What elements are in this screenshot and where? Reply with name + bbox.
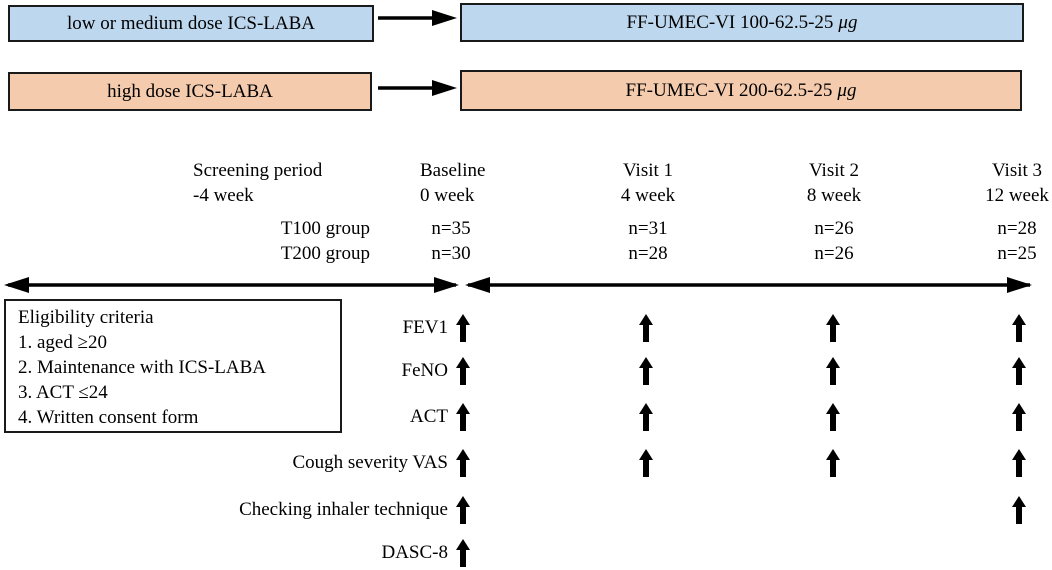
dose-unit-label: μg: [837, 79, 857, 101]
enrollment-count: n=30: [431, 243, 471, 264]
treatment-label: FF-UMEC-VI 100-62.5-25: [626, 11, 834, 33]
enrollment-count: n=31: [628, 218, 668, 239]
treatment-period-arrow: [465, 277, 1032, 293]
treatment-box-ff-umec-vi-200: FF-UMEC-VI 200-62.5-25 μg: [460, 70, 1022, 111]
up-arrow-icon: [825, 403, 841, 431]
timeline-column-visit-3: Visit 3 12 week: [957, 158, 1052, 208]
enrollment-count: n=26: [814, 218, 854, 239]
dose-unit-label: μg: [838, 11, 858, 33]
timeline-column-baseline: Baseline 0 week: [420, 158, 485, 208]
column-week: 0 week: [420, 185, 475, 206]
eligibility-item: 3. ACT ≤24: [18, 382, 108, 403]
up-arrow-icon: [1011, 403, 1027, 431]
assessment-label: Checking inhaler technique: [239, 499, 448, 520]
enrollment-count: n=35: [431, 218, 471, 239]
up-arrow-icon: [825, 357, 841, 385]
timeline-column-screening: Screening period -4 week: [193, 158, 322, 208]
enrollment-count: n=28: [997, 218, 1037, 239]
assessment-label: DASC-8: [381, 542, 448, 563]
treatment-label: FF-UMEC-VI 200-62.5-25: [625, 79, 833, 101]
assessment-row: ACT: [0, 402, 1052, 432]
assessment-label: FEV1: [402, 317, 448, 338]
up-arrow-icon: [1011, 357, 1027, 385]
up-arrow-icon: [455, 357, 471, 385]
up-arrow-icon: [455, 314, 471, 342]
timeline-column-visit-2: Visit 2 8 week: [774, 158, 894, 208]
up-arrow-icon: [455, 496, 471, 524]
assessment-label: ACT: [410, 406, 448, 427]
pre-treatment-box-low-medium-ics-laba: low or medium dose ICS-LABA: [8, 5, 374, 42]
screening-period-arrow: [4, 277, 459, 293]
column-title: Screening period: [193, 160, 323, 181]
up-arrow-icon: [825, 314, 841, 342]
up-arrow-icon: [825, 449, 841, 477]
up-arrow-icon: [638, 314, 654, 342]
pre-treatment-label: low or medium dose ICS-LABA: [66, 12, 316, 34]
eligibility-item: 2. Maintenance with ICS-LABA: [18, 357, 267, 378]
assessment-row: FEV1: [0, 313, 1052, 343]
pre-treatment-label: high dose ICS-LABA: [107, 80, 273, 102]
up-arrow-icon: [638, 403, 654, 431]
up-arrow-icon: [455, 539, 471, 567]
column-week: 4 week: [620, 185, 676, 206]
treatment-box-ff-umec-vi-100: FF-UMEC-VI 100-62.5-25 μg: [460, 3, 1024, 42]
flow-arrow-high: [378, 80, 457, 96]
up-arrow-icon: [455, 403, 471, 431]
up-arrow-icon: [1011, 496, 1027, 524]
column-title: Visit 3: [991, 160, 1043, 181]
assessment-row: Cough severity VAS: [0, 448, 1052, 478]
pre-treatment-box-high-ics-laba: high dose ICS-LABA: [8, 72, 372, 111]
assessment-row: Checking inhaler technique: [0, 495, 1052, 525]
group-label-t200: T200 group: [280, 243, 370, 264]
column-title: Visit 2: [808, 160, 860, 181]
column-week: 8 week: [806, 185, 862, 206]
enrollment-count: n=26: [814, 243, 854, 264]
assessment-row: DASC-8: [0, 538, 1052, 568]
up-arrow-icon: [638, 449, 654, 477]
column-title: Baseline: [420, 160, 486, 181]
group-label-t100: T100 group: [280, 218, 370, 239]
up-arrow-icon: [1011, 449, 1027, 477]
eligibility-title: Eligibility criteria: [18, 307, 154, 328]
assessment-label: FeNO: [401, 360, 448, 381]
column-week: -4 week: [193, 185, 254, 206]
column-title: Visit 1: [622, 160, 674, 181]
up-arrow-icon: [1011, 314, 1027, 342]
assessment-row: FeNO: [0, 356, 1052, 386]
flow-arrow-low-medium: [378, 10, 457, 26]
column-week: 12 week: [985, 185, 1049, 206]
eligibility-item: 1. aged ≥20: [18, 332, 108, 353]
enrollment-count: n=28: [628, 243, 668, 264]
up-arrow-icon: [638, 357, 654, 385]
timeline-column-visit-1: Visit 1 4 week: [588, 158, 708, 208]
eligibility-box: Eligibility criteria 1. aged ≥20 2. Main…: [4, 299, 342, 433]
eligibility-item: 4. Written consent form: [18, 407, 199, 428]
assessment-label: Cough severity VAS: [292, 452, 448, 473]
up-arrow-icon: [455, 449, 471, 477]
enrollment-count: n=25: [997, 243, 1037, 264]
